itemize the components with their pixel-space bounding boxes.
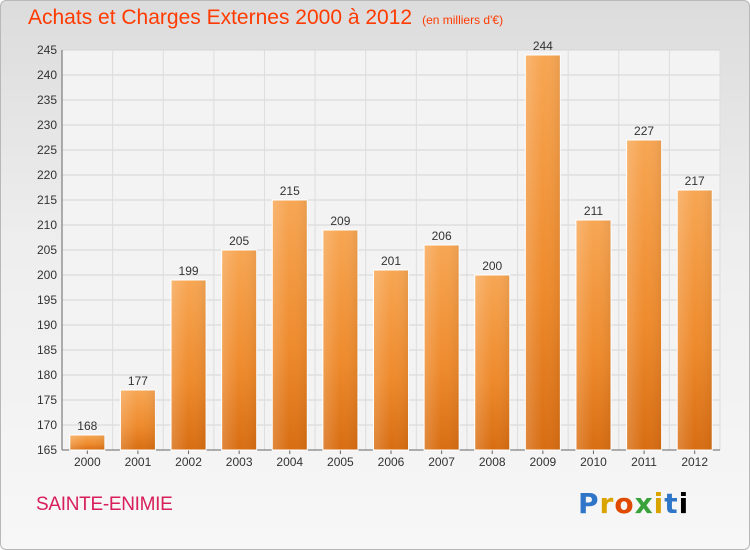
- y-tick-label: 230: [37, 118, 57, 132]
- city-name: SAINTE-ENIMIE: [36, 494, 173, 515]
- x-tick-label-2006: 2006: [378, 455, 405, 469]
- y-tick-label: 205: [37, 243, 57, 257]
- x-tick-label-2005: 2005: [327, 455, 354, 469]
- bar-shine: [474, 275, 510, 450]
- chart-title-text: Achats et Charges Externes 2000 à 2012: [28, 6, 413, 29]
- proxiti-logo: Proxiti: [578, 487, 690, 520]
- bar-shine: [373, 270, 409, 450]
- y-tick-label: 165: [37, 443, 57, 457]
- bar-shine: [69, 435, 105, 450]
- x-tick-label-2011: 2011: [631, 455, 657, 469]
- bar-shine: [677, 190, 713, 450]
- data-label-2012: 217: [685, 174, 705, 188]
- x-tick-label-2007: 2007: [428, 455, 455, 469]
- y-tick-label: 190: [37, 318, 57, 332]
- x-tick-label-2003: 2003: [226, 455, 253, 469]
- bar-shine: [322, 230, 358, 450]
- y-tick-label: 180: [37, 368, 57, 382]
- chart-subtitle: (en milliers d'€): [422, 13, 504, 27]
- data-label-2006: 201: [381, 254, 401, 268]
- bar-shine: [424, 245, 460, 450]
- bar-shine: [272, 200, 308, 450]
- x-tick-label-2010: 2010: [580, 455, 607, 469]
- y-tick-label: 185: [37, 343, 57, 357]
- bar-shine: [221, 250, 257, 450]
- bar-shine: [120, 390, 156, 450]
- data-label-2004: 215: [280, 184, 300, 198]
- x-tick-label-2001: 2001: [125, 455, 152, 469]
- y-tick-label: 215: [37, 193, 57, 207]
- data-label-2001: 177: [128, 374, 148, 388]
- y-tick-label: 245: [37, 43, 57, 57]
- x-tick-label-2009: 2009: [529, 455, 556, 469]
- x-tick-label-2012: 2012: [681, 455, 708, 469]
- y-tick-label: 225: [37, 143, 57, 157]
- data-label-2000: 168: [77, 419, 97, 433]
- data-label-2002: 199: [179, 264, 199, 278]
- y-tick-label: 195: [37, 293, 57, 307]
- x-tick-label-2000: 2000: [74, 455, 101, 469]
- y-tick-label: 220: [37, 168, 57, 182]
- chart-title: Achats et Charges Externes 2000 à 2012 (e…: [28, 6, 503, 30]
- data-label-2005: 209: [330, 214, 350, 228]
- data-label-2009: 244: [533, 39, 553, 53]
- y-tick-label: 240: [37, 68, 57, 82]
- y-tick-label: 170: [37, 418, 57, 432]
- bar-shine: [626, 140, 662, 450]
- y-tick-label: 210: [37, 218, 57, 232]
- data-label-2003: 205: [229, 234, 249, 248]
- x-tick-label-2002: 2002: [175, 455, 202, 469]
- y-tick-label: 235: [37, 93, 57, 107]
- x-tick-label-2004: 2004: [276, 455, 303, 469]
- data-label-2011: 227: [634, 124, 654, 138]
- data-label-2010: 211: [584, 204, 603, 218]
- data-label-2007: 206: [432, 229, 452, 243]
- bar-shine: [525, 55, 561, 450]
- y-tick-label: 200: [37, 268, 57, 282]
- bar-shine: [171, 280, 207, 450]
- bar-shine: [575, 220, 611, 450]
- data-label-2008: 200: [482, 259, 502, 273]
- y-tick-label: 175: [37, 393, 57, 407]
- x-tick-label-2008: 2008: [479, 455, 506, 469]
